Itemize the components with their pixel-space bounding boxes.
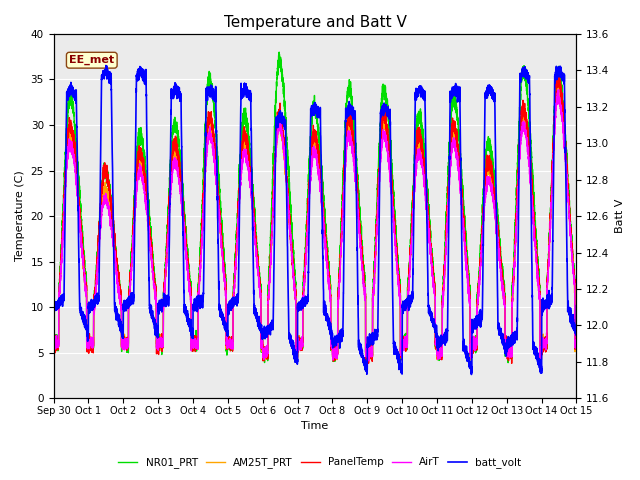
PanelTemp xyxy=(508,360,515,366)
AirT xyxy=(550,126,558,132)
PanelTemp xyxy=(227,337,235,343)
PanelTemp xyxy=(50,334,58,340)
AirT xyxy=(573,339,580,345)
NR01_PRT xyxy=(544,257,552,263)
Y-axis label: Temperature (C): Temperature (C) xyxy=(15,171,25,262)
NR01_PRT xyxy=(504,360,512,366)
AirT xyxy=(555,87,563,93)
NR01_PRT xyxy=(50,341,58,347)
AirT xyxy=(297,341,305,347)
NR01_PRT xyxy=(297,338,305,344)
NR01_PRT xyxy=(551,110,559,116)
Line: NR01_PRT: NR01_PRT xyxy=(54,52,577,363)
batt_volt xyxy=(544,293,552,299)
batt_volt xyxy=(102,63,109,69)
Line: AM25T_PRT: AM25T_PRT xyxy=(54,83,577,360)
AM25T_PRT xyxy=(227,341,235,347)
batt_volt xyxy=(447,92,454,97)
PanelTemp xyxy=(544,261,552,266)
Line: batt_volt: batt_volt xyxy=(54,66,577,374)
PanelTemp xyxy=(550,113,558,119)
AM25T_PRT xyxy=(544,268,552,274)
AM25T_PRT xyxy=(50,343,58,349)
batt_volt xyxy=(573,303,580,309)
AirT xyxy=(50,341,58,347)
AM25T_PRT xyxy=(555,80,563,86)
NR01_PRT xyxy=(227,348,235,353)
Line: PanelTemp: PanelTemp xyxy=(54,72,577,363)
Text: EE_met: EE_met xyxy=(69,55,115,65)
AirT xyxy=(447,161,454,167)
Legend: NR01_PRT, AM25T_PRT, PanelTemp, AirT, batt_volt: NR01_PRT, AM25T_PRT, PanelTemp, AirT, ba… xyxy=(115,453,525,472)
batt_volt xyxy=(227,303,235,309)
batt_volt xyxy=(50,300,58,306)
NR01_PRT xyxy=(573,343,580,349)
AirT xyxy=(227,339,235,345)
NR01_PRT xyxy=(275,49,283,55)
Y-axis label: Batt V: Batt V xyxy=(615,199,625,233)
AM25T_PRT xyxy=(432,341,440,347)
batt_volt xyxy=(432,325,440,331)
PanelTemp xyxy=(554,70,562,75)
NR01_PRT xyxy=(447,113,454,119)
NR01_PRT xyxy=(432,342,440,348)
AM25T_PRT xyxy=(330,358,337,363)
AM25T_PRT xyxy=(573,347,580,352)
X-axis label: Time: Time xyxy=(301,421,328,432)
batt_volt xyxy=(297,303,305,309)
batt_volt xyxy=(468,372,476,377)
AM25T_PRT xyxy=(447,151,454,157)
AirT xyxy=(365,358,372,364)
PanelTemp xyxy=(573,346,580,351)
PanelTemp xyxy=(432,346,440,351)
PanelTemp xyxy=(447,148,454,154)
AM25T_PRT xyxy=(550,126,558,132)
Line: AirT: AirT xyxy=(54,90,577,361)
Title: Temperature and Batt V: Temperature and Batt V xyxy=(223,15,406,30)
batt_volt xyxy=(551,88,559,94)
PanelTemp xyxy=(297,345,305,350)
AM25T_PRT xyxy=(297,345,305,350)
AirT xyxy=(544,277,552,283)
AirT xyxy=(432,343,440,348)
